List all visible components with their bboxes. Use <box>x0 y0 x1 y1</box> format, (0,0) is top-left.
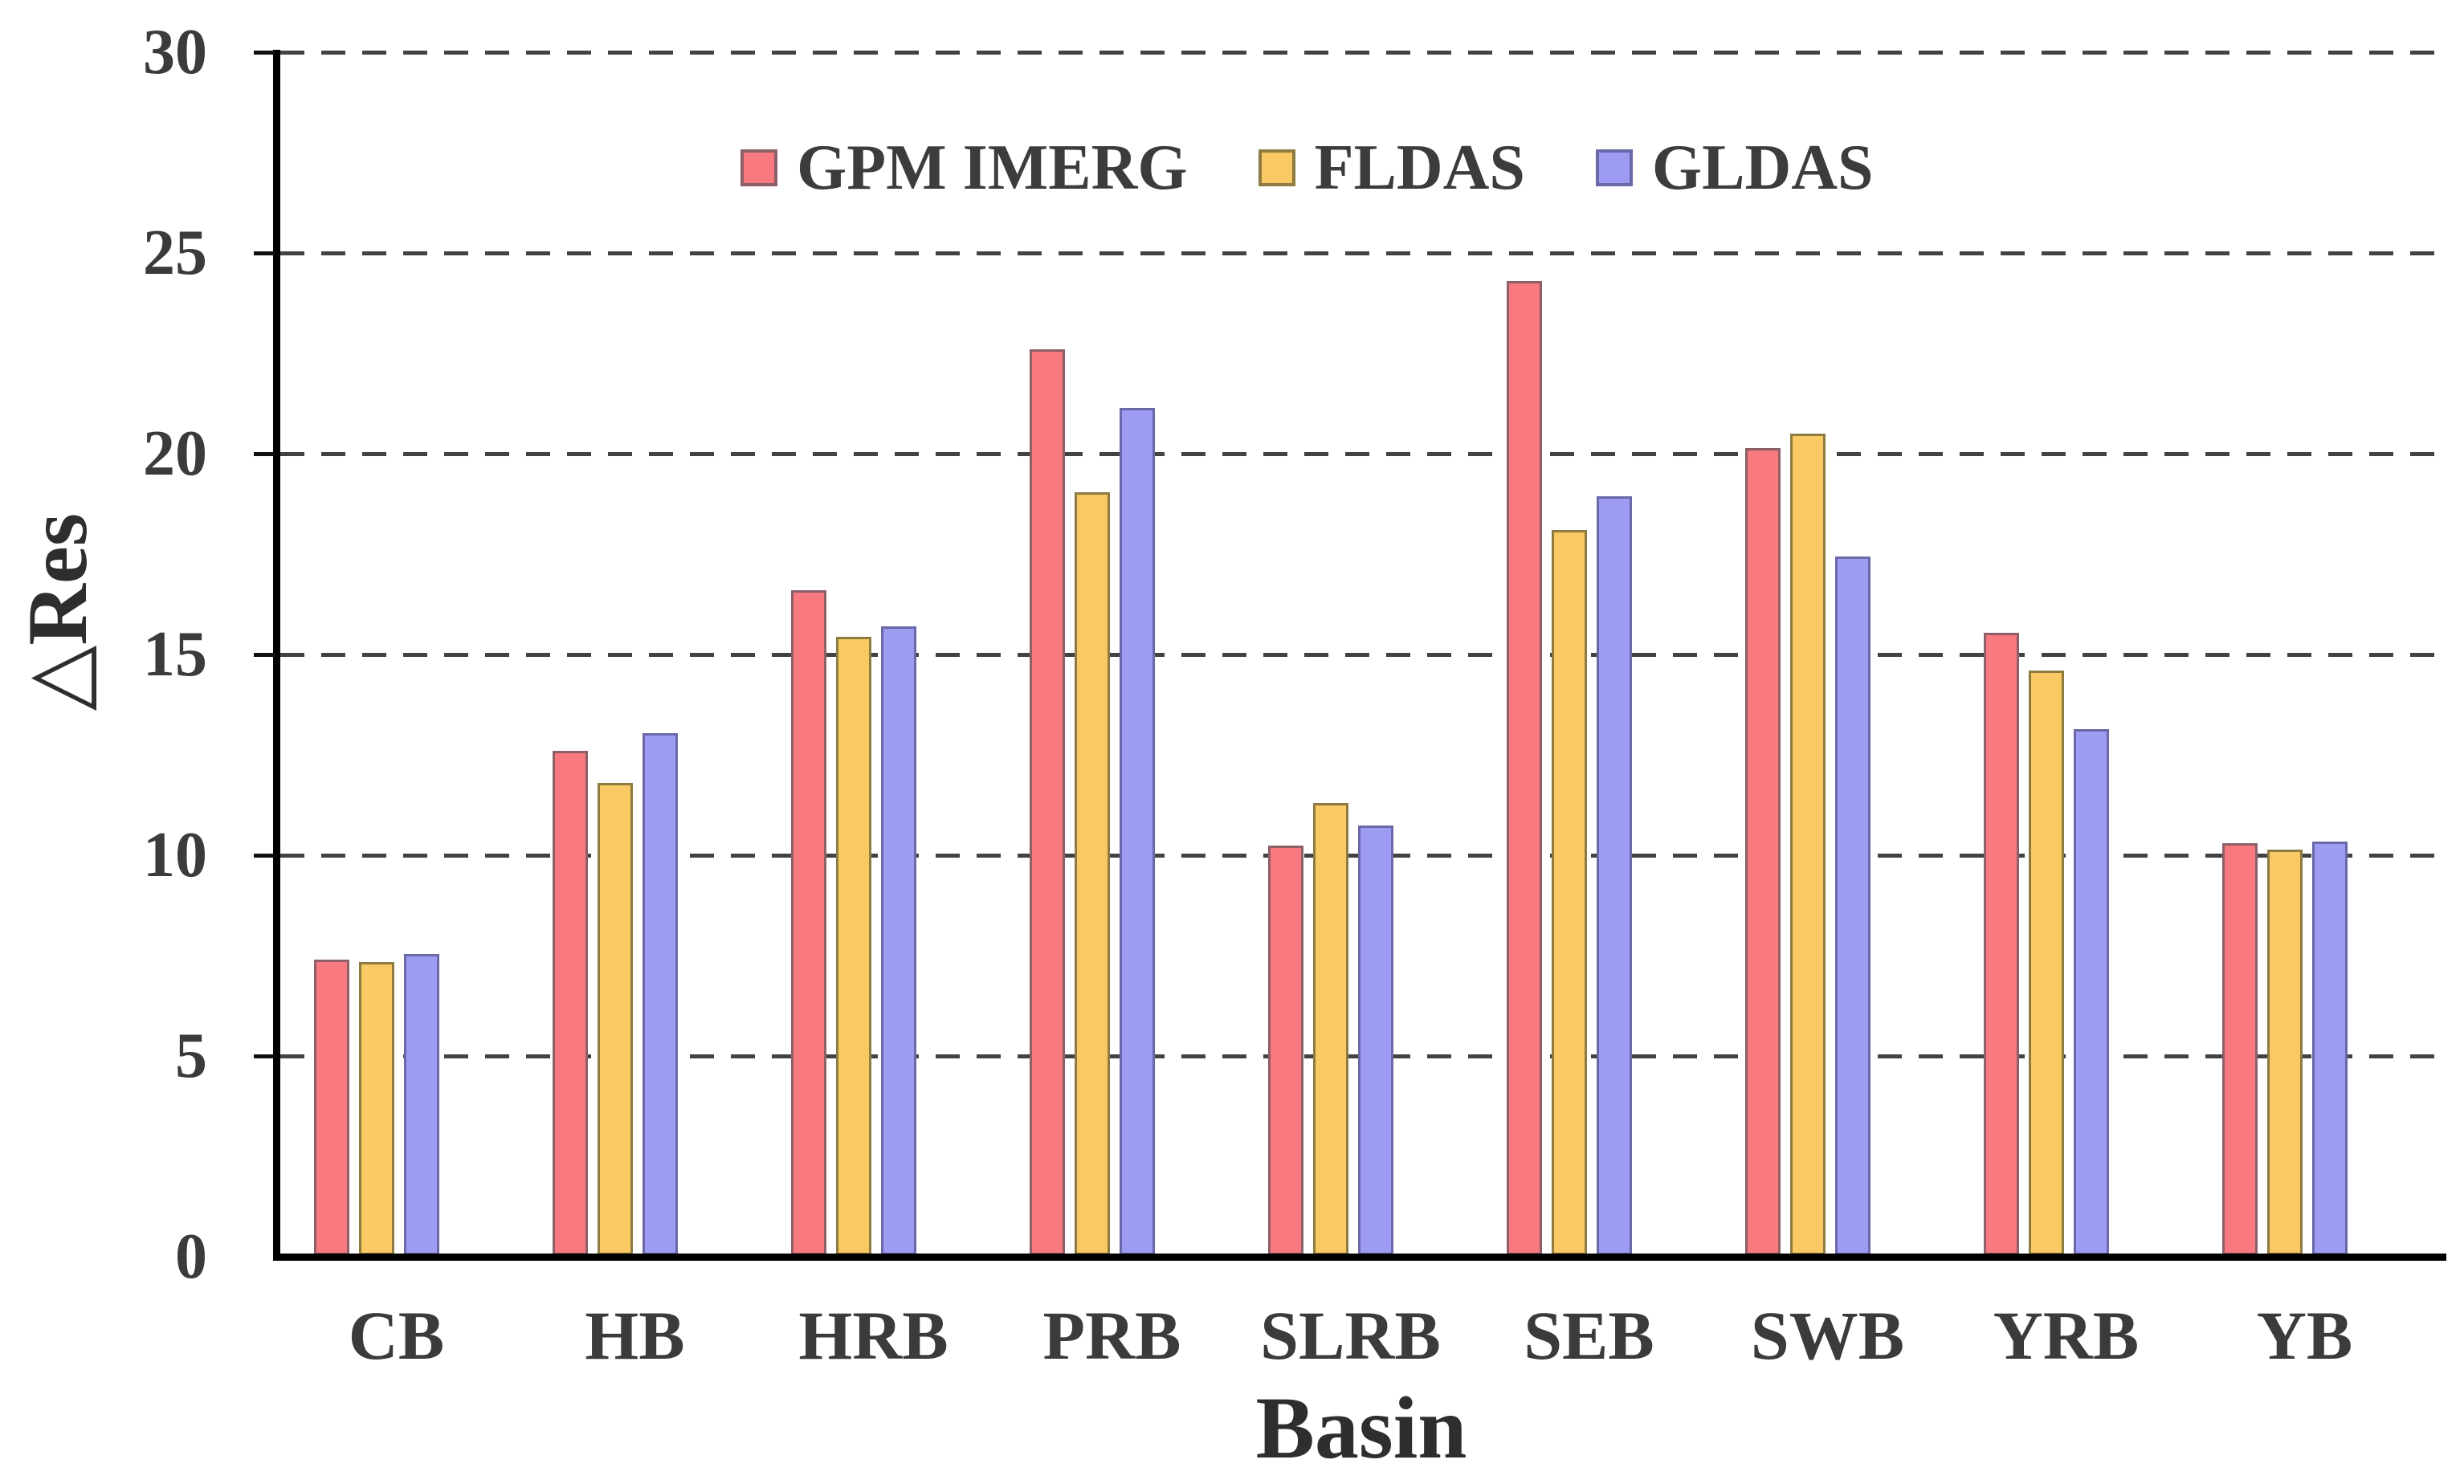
y-tick-10 <box>254 854 275 858</box>
gridline-y-20 <box>280 452 2443 456</box>
bar-gldas-slrb <box>1358 826 1393 1255</box>
bar-fldas-prb <box>1075 492 1110 1255</box>
legend-item-gpm-imerg: GPM IMERG <box>740 132 1188 203</box>
bar-gpm-imerg-yrb <box>1984 633 2019 1255</box>
bar-fldas-hrb <box>836 637 871 1255</box>
y-tick-label-5: 5 <box>175 1021 207 1091</box>
y-tick-25 <box>254 251 275 255</box>
bar-gldas-yrb <box>2074 729 2109 1255</box>
category-label-prb: PRB <box>1042 1297 1181 1374</box>
bar-gldas-cb <box>404 954 439 1255</box>
gridline-y-25 <box>280 251 2443 255</box>
category-label-cb: CB <box>348 1297 445 1374</box>
legend-label-gldas: GLDAS <box>1651 132 1874 203</box>
gridline-y-15 <box>280 653 2443 657</box>
category-label-slrb: SLRB <box>1260 1297 1441 1374</box>
category-label-swb: SWB <box>1750 1297 1905 1374</box>
bar-gpm-imerg-cb <box>314 960 349 1255</box>
y-tick-15 <box>254 653 275 657</box>
legend: GPM IMERG FLDAS GLDAS <box>740 132 1944 203</box>
x-axis-line <box>273 1254 2446 1261</box>
legend-label-fldas: FLDAS <box>1314 132 1525 203</box>
bar-fldas-seb <box>1552 530 1587 1255</box>
bar-fldas-yrb <box>2029 671 2064 1255</box>
bar-gldas-swb <box>1835 556 1870 1255</box>
legend-item-fldas: FLDAS <box>1258 132 1525 203</box>
y-tick-label-30: 30 <box>143 17 207 88</box>
category-label-seb: SEB <box>1524 1297 1654 1374</box>
bar-fldas-swb <box>1790 434 1826 1255</box>
legend-swatch-gpm-imerg <box>740 149 777 186</box>
y-axis-title: △Res <box>10 512 104 711</box>
bar-gldas-prb <box>1120 408 1155 1255</box>
bar-gpm-imerg-slrb <box>1268 846 1303 1255</box>
y-tick-30 <box>254 51 275 55</box>
bar-gpm-imerg-hb <box>553 751 588 1255</box>
gridline-y-30 <box>280 51 2443 55</box>
bar-gpm-imerg-seb <box>1507 281 1542 1255</box>
y-tick-label-0: 0 <box>175 1221 207 1292</box>
bar-fldas-yb <box>2267 850 2303 1255</box>
bar-gpm-imerg-yb <box>2222 843 2258 1255</box>
category-label-hb: HB <box>585 1297 685 1374</box>
bar-gldas-hb <box>643 733 678 1255</box>
bar-fldas-hb <box>598 783 633 1255</box>
bar-gldas-yb <box>2312 842 2348 1255</box>
y-tick-label-15: 15 <box>143 619 207 690</box>
bar-gpm-imerg-hrb <box>791 590 826 1255</box>
y-tick-5 <box>254 1054 275 1058</box>
y-tick-label-10: 10 <box>143 820 207 891</box>
legend-item-gldas: GLDAS <box>1595 132 1874 203</box>
bar-fldas-slrb <box>1313 803 1348 1255</box>
legend-label-gpm-imerg: GPM IMERG <box>797 132 1188 203</box>
y-tick-label-20: 20 <box>143 418 207 489</box>
x-axis-title: Basin <box>1255 1379 1467 1477</box>
bar-fldas-cb <box>359 962 394 1255</box>
bar-gpm-imerg-prb <box>1030 349 1065 1255</box>
category-label-yb: YB <box>2256 1297 2353 1374</box>
bar-gpm-imerg-swb <box>1745 448 1781 1255</box>
legend-swatch-gldas <box>1595 149 1633 186</box>
bar-gldas-seb <box>1597 496 1632 1255</box>
bar-gldas-hrb <box>881 626 916 1255</box>
category-label-yrb: YRB <box>1993 1297 2140 1374</box>
category-label-hrb: HRB <box>798 1297 948 1374</box>
legend-swatch-fldas <box>1258 149 1295 186</box>
y-axis-line <box>273 50 280 1261</box>
y-tick-20 <box>254 452 275 456</box>
y-tick-label-25: 25 <box>143 218 207 288</box>
